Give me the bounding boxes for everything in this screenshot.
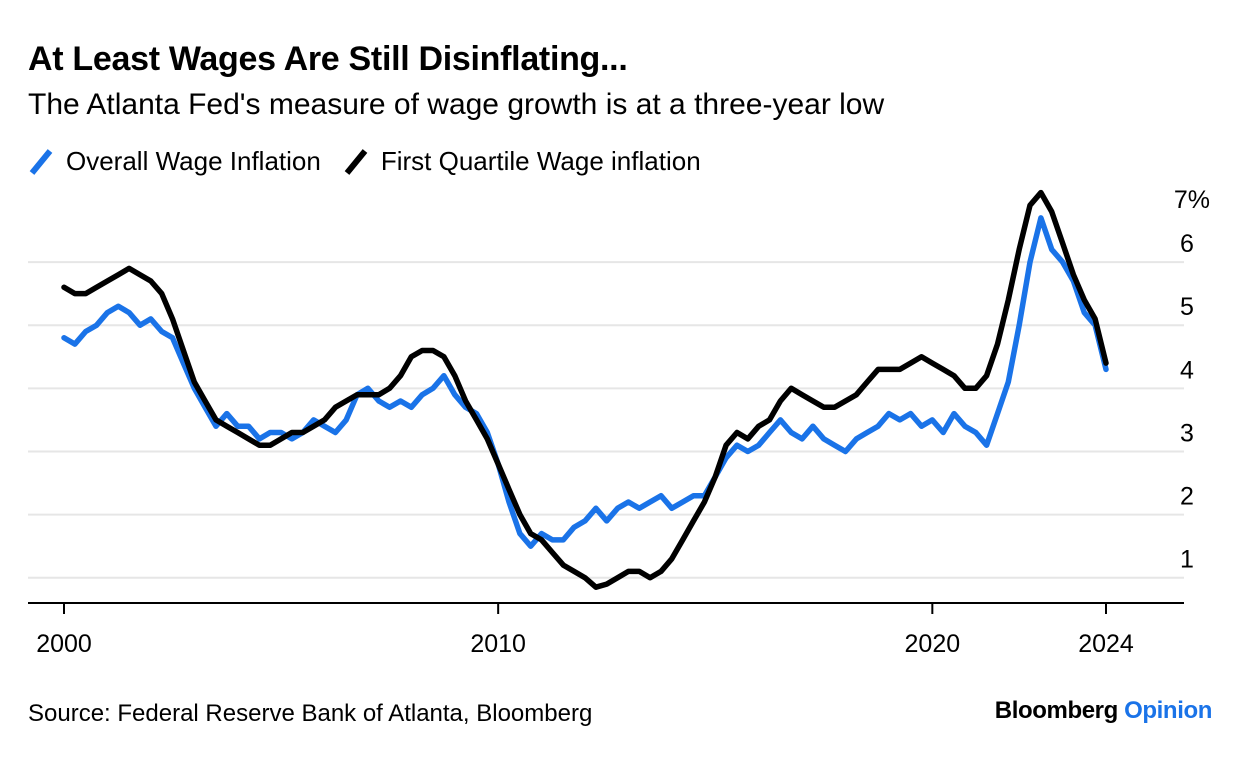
chart-title: At Least Wages Are Still Disinflating... <box>28 40 628 78</box>
y-tick-label: 2 <box>1180 483 1194 511</box>
x-axis-tick-labels: 2000 2010 2020 2024 <box>36 603 1134 658</box>
y-tick-label: 1 <box>1180 546 1194 574</box>
series-lines <box>61 189 1109 590</box>
x-tick-label: 2024 <box>1078 630 1134 658</box>
x-tick-label: 2000 <box>36 630 92 658</box>
brand-primary: Bloomberg <box>994 697 1118 724</box>
chart-legend: Overall Wage Inflation First Quartile Wa… <box>28 146 723 177</box>
x-tick-label: 2020 <box>905 630 961 658</box>
y-tick-label: 5 <box>1180 293 1194 321</box>
source-note: Source: Federal Reserve Bank of Atlanta,… <box>28 700 593 727</box>
legend-swatch-overall-icon <box>28 147 54 177</box>
brand-secondary: Opinion <box>1124 697 1212 724</box>
y-tick-label: 6 <box>1180 230 1194 258</box>
series-line-first-quartile <box>61 189 1109 590</box>
brand-logo: Bloomberg Opinion <box>994 697 1213 725</box>
y-tick-label: 7% <box>1174 186 1210 214</box>
legend-item-first-quartile: First Quartile Wage inflation <box>343 146 701 177</box>
grid-lines <box>28 261 1184 579</box>
legend-label-first-quartile: First Quartile Wage inflation <box>380 146 701 176</box>
legend-label-overall: Overall Wage Inflation <box>66 146 321 176</box>
y-tick-label: 4 <box>1180 356 1194 384</box>
legend-swatch-first-quartile-icon <box>343 147 369 177</box>
x-tick-label: 2010 <box>470 630 526 658</box>
y-tick-label: 3 <box>1180 419 1194 447</box>
legend-item-overall: Overall Wage Inflation <box>28 146 321 177</box>
chart-subtitle: The Atlanta Fed's measure of wage growth… <box>28 88 885 121</box>
y-axis-tick-labels: 1 2 3 4 5 6 7% <box>1174 186 1210 574</box>
series-line-overall <box>61 215 1109 549</box>
